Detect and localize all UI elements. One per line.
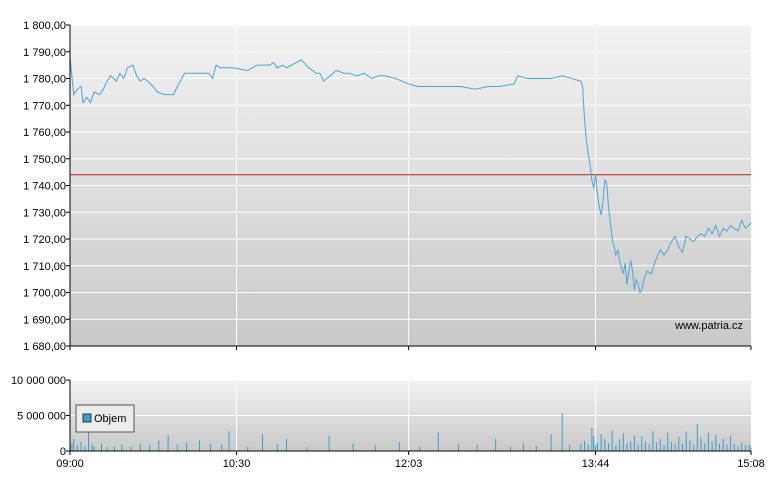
legend-swatch: [82, 413, 92, 423]
x-tick-label: 09:00: [56, 458, 84, 470]
price-y-tick-label: 1 700,00: [23, 288, 66, 300]
legend: Objem: [75, 404, 135, 433]
price-y-axis-ticks: 1 680,00 1 690,00 1 700,00 1 710,00 1 720,00…: [23, 20, 70, 353]
price-y-tick-label: 1 710,00: [23, 261, 66, 273]
volume-gridlines: [70, 379, 751, 451]
watermark-text: www.patria.cz: [674, 320, 743, 332]
price-y-tick-label: 1 780,00: [23, 74, 66, 86]
price-y-tick-label: 1 680,00: [23, 341, 66, 353]
x-tick-label: 12:03: [395, 458, 423, 470]
volume-y-tick-label: 5 000 000: [17, 411, 66, 423]
price-y-tick-label: 1 720,00: [23, 234, 66, 246]
price-y-tick-label: 1 800,00: [23, 20, 66, 32]
legend-label: Objem: [94, 413, 126, 425]
price-series-line: [69, 57, 752, 294]
volume-y-axis-ticks: 0 5 000 000 10 000 000: [11, 375, 70, 458]
price-y-tick-label: 1 790,00: [23, 47, 66, 59]
x-tick-label: 13:44: [582, 458, 610, 470]
x-tick-label: 15:08: [737, 458, 765, 470]
price-y-tick-label: 1 750,00: [23, 154, 66, 166]
price-y-tick-label: 1 770,00: [23, 100, 66, 112]
x-tick-label: 10:30: [223, 458, 251, 470]
price-y-tick-label: 1 730,00: [23, 207, 66, 219]
volume-y-tick-label: 0: [60, 446, 66, 458]
price-y-tick-label: 1 740,00: [23, 181, 66, 193]
x-axis-ticks: 09:00 10:30 12:03 13:44 15:08: [56, 346, 765, 470]
price-y-tick-label: 1 690,00: [23, 314, 66, 326]
price-y-tick-label: 1 760,00: [23, 127, 66, 139]
volume-y-tick-label: 10 000 000: [11, 375, 66, 387]
volume-bars: [69, 413, 752, 451]
price-gridlines: [70, 24, 751, 346]
